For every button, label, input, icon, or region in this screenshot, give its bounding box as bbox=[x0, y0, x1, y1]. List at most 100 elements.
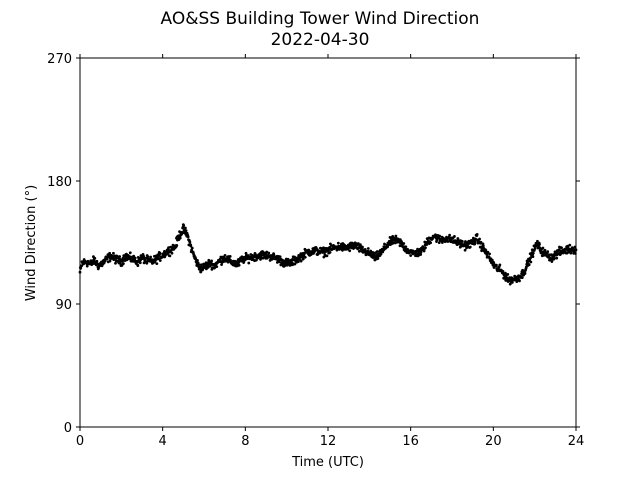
data-point bbox=[437, 241, 441, 245]
data-point bbox=[523, 272, 527, 275]
data-point bbox=[560, 246, 563, 250]
data-point bbox=[424, 246, 427, 250]
data-point bbox=[158, 251, 162, 255]
data-point bbox=[419, 250, 423, 254]
data-point bbox=[468, 245, 472, 249]
data-point bbox=[392, 241, 395, 245]
data-point bbox=[510, 281, 514, 284]
data-point bbox=[272, 253, 276, 257]
data-point bbox=[379, 252, 383, 256]
data-point bbox=[139, 258, 143, 262]
data-point bbox=[371, 256, 375, 260]
data-point bbox=[569, 251, 573, 255]
data-point bbox=[531, 255, 535, 259]
data-point bbox=[330, 244, 333, 247]
data-point bbox=[199, 263, 203, 267]
data-point bbox=[402, 242, 406, 245]
data-point bbox=[220, 263, 223, 266]
x-tick-label: 4 bbox=[159, 434, 167, 449]
data-point bbox=[103, 259, 107, 263]
data-point bbox=[278, 255, 282, 259]
data-point bbox=[155, 262, 159, 265]
data-points bbox=[78, 223, 578, 286]
chart-title: AO&SS Building Tower Wind Direction bbox=[161, 9, 480, 29]
data-point bbox=[383, 242, 386, 246]
data-point bbox=[555, 256, 559, 260]
data-point bbox=[175, 244, 179, 247]
data-point bbox=[463, 248, 467, 252]
data-point bbox=[93, 257, 97, 260]
data-point bbox=[146, 255, 150, 259]
data-point bbox=[149, 255, 153, 259]
data-point bbox=[366, 247, 370, 250]
data-point bbox=[527, 263, 531, 267]
data-point bbox=[391, 234, 395, 238]
x-tick-label: 8 bbox=[241, 434, 249, 449]
data-point bbox=[520, 276, 524, 280]
data-point bbox=[158, 259, 162, 262]
data-point bbox=[265, 250, 269, 254]
plot-area: 0 4 8 12 16 20 24 0 90 180 270 bbox=[47, 52, 584, 449]
data-point bbox=[552, 257, 556, 260]
data-point bbox=[515, 280, 519, 284]
data-point bbox=[375, 250, 379, 253]
data-point bbox=[533, 247, 537, 250]
data-point bbox=[453, 235, 456, 238]
data-point bbox=[574, 248, 578, 252]
data-point bbox=[386, 245, 389, 249]
data-point bbox=[460, 240, 464, 243]
data-point bbox=[325, 254, 329, 258]
y-tick-label: 270 bbox=[47, 52, 72, 67]
data-point bbox=[78, 270, 82, 274]
data-point bbox=[419, 253, 423, 256]
data-point bbox=[531, 251, 535, 255]
data-point bbox=[485, 253, 489, 256]
data-point bbox=[538, 242, 541, 246]
data-point bbox=[122, 262, 125, 266]
data-point bbox=[215, 265, 219, 269]
data-point bbox=[484, 248, 488, 252]
data-point bbox=[409, 254, 413, 257]
data-point bbox=[356, 242, 360, 245]
data-point bbox=[210, 259, 213, 263]
data-point bbox=[188, 240, 192, 244]
data-point bbox=[328, 245, 332, 249]
data-point bbox=[223, 254, 227, 257]
x-axis-label: Time (UTC) bbox=[291, 455, 364, 470]
data-point bbox=[180, 231, 184, 235]
data-point bbox=[210, 266, 214, 270]
data-point bbox=[425, 243, 429, 246]
data-point bbox=[357, 249, 361, 253]
data-point bbox=[506, 273, 510, 276]
data-point bbox=[536, 239, 539, 243]
data-point bbox=[361, 245, 364, 249]
data-point bbox=[488, 252, 491, 256]
data-point bbox=[336, 241, 340, 245]
data-point bbox=[138, 261, 142, 265]
data-point bbox=[473, 242, 477, 246]
data-point bbox=[237, 263, 241, 267]
data-point bbox=[186, 235, 190, 239]
data-point bbox=[363, 248, 367, 251]
data-point bbox=[170, 251, 174, 255]
data-point bbox=[197, 263, 201, 267]
data-point bbox=[85, 264, 89, 268]
y-tick-label: 0 bbox=[64, 421, 72, 436]
data-point bbox=[518, 279, 521, 283]
data-point bbox=[541, 246, 545, 250]
data-point bbox=[376, 257, 380, 260]
data-point bbox=[568, 243, 572, 247]
data-point bbox=[573, 252, 577, 255]
data-point bbox=[190, 246, 194, 250]
data-point bbox=[242, 260, 246, 264]
data-point bbox=[118, 255, 122, 258]
data-point bbox=[508, 282, 512, 286]
chart-subtitle: 2022-04-30 bbox=[271, 30, 370, 50]
x-tick-label: 20 bbox=[485, 434, 502, 449]
data-point bbox=[498, 263, 502, 267]
data-point bbox=[529, 260, 533, 264]
data-point bbox=[328, 251, 332, 254]
data-point bbox=[481, 244, 485, 248]
data-point bbox=[404, 245, 408, 249]
data-point bbox=[495, 263, 498, 267]
